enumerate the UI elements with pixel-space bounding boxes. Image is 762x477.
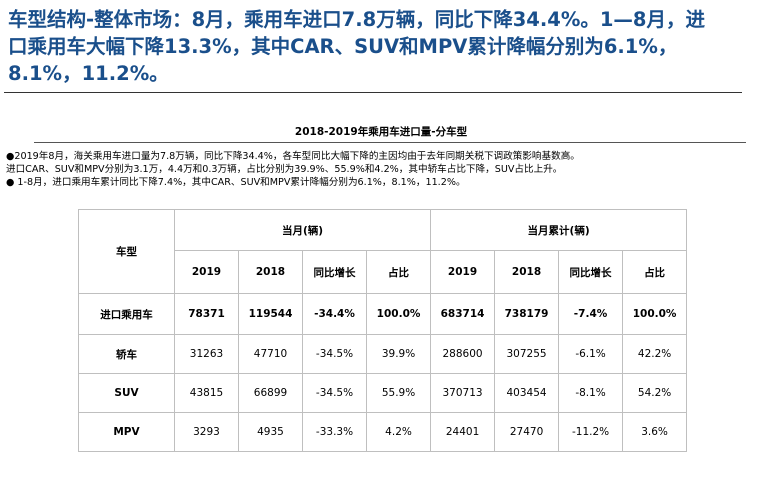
table-cell: 100.0% bbox=[622, 293, 688, 335]
page-headline: 车型结构-整体市场：8月，乘用车进口7.8万辆，同比下降34.4%。1—8月，进… bbox=[8, 6, 753, 87]
table-row: SUV 43815 66899 -34.5% 55.9% 370713 4034… bbox=[78, 373, 688, 413]
table-cell: 78371 bbox=[174, 293, 239, 335]
note-line-3: ● 1-8月，进口乘用车累计同比下降7.4%，其中CAR、SUV和MPV累计降幅… bbox=[6, 177, 466, 188]
column-header: 占比 bbox=[365, 250, 432, 294]
headline-line-2: 口乘用车大幅下降13.3%，其中CAR、SUV和MPV累计降幅分别为6.1%， bbox=[8, 35, 678, 58]
headline-line-1: 车型结构-整体市场：8月，乘用车进口7.8万辆，同比下降34.4%。1—8月，进 bbox=[8, 8, 705, 31]
table-cell: 4935 bbox=[238, 412, 303, 452]
table-row: 轿车 31263 47710 -34.5% 39.9% 288600 30725… bbox=[78, 334, 688, 374]
group-header-cumulative: 当月累计(辆) bbox=[430, 209, 688, 251]
table-cell: -6.1% bbox=[558, 334, 624, 374]
table-cell: 738179 bbox=[494, 293, 560, 335]
column-header: 2018 bbox=[494, 250, 560, 294]
table-cell: -11.2% bbox=[558, 412, 624, 452]
row-label: 轿车 bbox=[78, 334, 175, 374]
table-cell: 100.0% bbox=[365, 293, 432, 335]
table-cell: 683714 bbox=[430, 293, 496, 335]
table-cell: 42.2% bbox=[622, 334, 688, 374]
table-cell: 39.9% bbox=[365, 334, 432, 374]
table-cell: 403454 bbox=[494, 373, 560, 413]
header-row-groups: 车型 当月(辆) 当月累计(辆) bbox=[78, 209, 688, 294]
table-cell: 43815 bbox=[174, 373, 239, 413]
table-cell: 119544 bbox=[238, 293, 303, 335]
table-cell: 24401 bbox=[430, 412, 496, 452]
column-header: 2019 bbox=[430, 250, 496, 294]
note-line-1: ●2019年8月，海关乘用车进口量为7.8万辆，同比下降34.4%，各车型同比大… bbox=[6, 151, 580, 162]
column-header: 占比 bbox=[622, 250, 688, 294]
table-title-divider bbox=[34, 142, 746, 143]
table-cell: 54.2% bbox=[622, 373, 688, 413]
column-header: 2018 bbox=[238, 250, 303, 294]
table-row-total: 进口乘用车 78371 119544 -34.4% 100.0% 683714 … bbox=[78, 293, 688, 335]
table-title: 2018-2019年乘用车进口量-分车型 bbox=[294, 126, 468, 138]
headline-line-3: 8.1%，11.2%。 bbox=[8, 62, 169, 85]
table-cell: 3.6% bbox=[622, 412, 688, 452]
column-header: 2019 bbox=[174, 250, 239, 294]
table-cell: 4.2% bbox=[365, 412, 432, 452]
row-label: MPV bbox=[78, 412, 175, 452]
column-header: 同比增长 bbox=[558, 250, 624, 294]
notes-block: ●2019年8月，海关乘用车进口量为7.8万辆，同比下降34.4%，各车型同比大… bbox=[6, 150, 756, 189]
table-cell: -7.4% bbox=[558, 293, 624, 335]
table-cell: 31263 bbox=[174, 334, 239, 374]
table-cell: 66899 bbox=[238, 373, 303, 413]
table-cell: 47710 bbox=[238, 334, 303, 374]
row-label: 进口乘用车 bbox=[78, 293, 175, 335]
group-header-monthly: 当月(辆) bbox=[173, 209, 432, 251]
table-cell: -8.1% bbox=[558, 373, 624, 413]
import-volume-table: 车型 当月(辆) 当月累计(辆) 2019 2018 同比增长 占比 2019 … bbox=[78, 209, 688, 452]
table-cell: 288600 bbox=[430, 334, 496, 374]
table-cell: -34.4% bbox=[302, 293, 367, 335]
corner-header: 车型 bbox=[78, 209, 175, 294]
table-cell: -33.3% bbox=[302, 412, 367, 452]
headline-divider bbox=[4, 92, 742, 93]
note-line-2: 进口CAR、SUV和MPV分别为3.1万，4.4万和0.3万辆，占比分别为39.… bbox=[6, 164, 563, 175]
table-row: MPV 3293 4935 -33.3% 4.2% 24401 27470 -1… bbox=[78, 412, 688, 452]
table-cell: 3293 bbox=[174, 412, 239, 452]
table-cell: 307255 bbox=[494, 334, 560, 374]
table-cell: -34.5% bbox=[302, 373, 367, 413]
table-cell: 55.9% bbox=[365, 373, 432, 413]
table-cell: 370713 bbox=[430, 373, 496, 413]
row-label: SUV bbox=[78, 373, 175, 413]
table-cell: 27470 bbox=[494, 412, 560, 452]
table-cell: -34.5% bbox=[302, 334, 367, 374]
column-header: 同比增长 bbox=[302, 250, 367, 294]
header-row-columns: 2019 2018 同比增长 占比 2019 2018 同比增长 占比 bbox=[79, 250, 688, 294]
